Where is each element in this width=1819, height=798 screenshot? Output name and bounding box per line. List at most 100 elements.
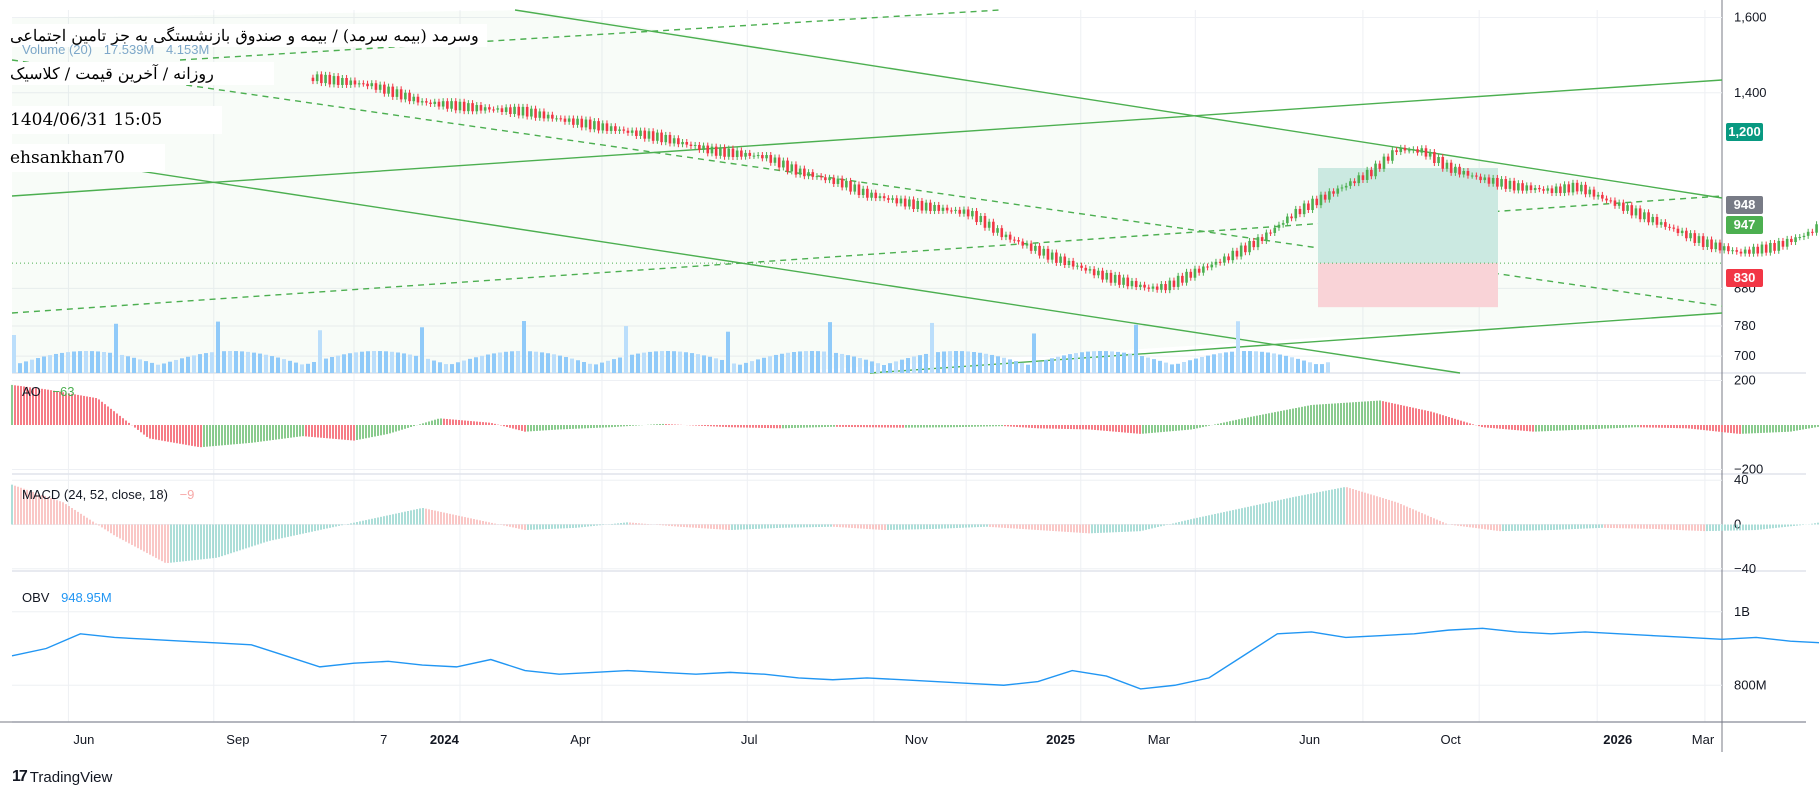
volume-bar-130 bbox=[792, 351, 796, 373]
candle-body bbox=[534, 108, 537, 118]
candle-body bbox=[1622, 202, 1625, 211]
candle-body bbox=[1752, 246, 1755, 254]
candle-body bbox=[530, 108, 533, 117]
volume-bar-200 bbox=[1212, 354, 1216, 373]
candle-body bbox=[647, 131, 651, 139]
volume-legend[interactable]: Volume (20) 17.539M 4.153M bbox=[22, 42, 209, 57]
candle-body bbox=[836, 178, 840, 184]
volume-bar-143 bbox=[870, 361, 874, 373]
obv-legend[interactable]: OBV 948.95M bbox=[22, 590, 112, 605]
x-tick-Nov-6: Nov bbox=[905, 732, 929, 747]
candle-body bbox=[584, 119, 588, 128]
candle-body bbox=[446, 101, 449, 109]
volume-bar-80 bbox=[492, 353, 496, 373]
candle-body bbox=[1672, 227, 1676, 229]
volume-bar-181 bbox=[1098, 351, 1102, 373]
tradingview-logo[interactable]: 17 TradingView bbox=[12, 768, 112, 786]
candle-body bbox=[1416, 149, 1419, 153]
candle-body bbox=[509, 107, 512, 114]
candle-body bbox=[1731, 250, 1734, 252]
candle-body bbox=[924, 202, 928, 211]
candle-body bbox=[1231, 250, 1235, 261]
candle-body bbox=[1374, 163, 1377, 177]
volume-bar-207 bbox=[1254, 351, 1258, 373]
chart-author: ehsankhan70 bbox=[6, 144, 165, 172]
candle-body bbox=[1202, 266, 1205, 273]
candle-body bbox=[790, 164, 794, 172]
candle-body bbox=[740, 150, 743, 157]
candle-body bbox=[1189, 271, 1193, 278]
tradingview-logo-text: TradingView bbox=[29, 768, 113, 786]
volume-bar-37 bbox=[234, 351, 238, 373]
candle-body bbox=[1092, 269, 1096, 276]
candle-body bbox=[1588, 189, 1592, 195]
candle-body bbox=[1420, 148, 1424, 153]
volume-bar-157 bbox=[954, 351, 958, 373]
candle-body bbox=[1210, 264, 1214, 268]
candle-body bbox=[1601, 194, 1604, 199]
candle-body bbox=[1197, 268, 1201, 273]
candle-body bbox=[1718, 242, 1722, 251]
candle-body bbox=[887, 198, 890, 200]
volume-bar-10 bbox=[72, 351, 76, 373]
volume-bar-11 bbox=[78, 351, 82, 373]
candle-body bbox=[420, 101, 424, 103]
volume-bar-147 bbox=[894, 361, 898, 373]
ao-legend[interactable]: AO −63 bbox=[22, 384, 74, 399]
candle-body bbox=[1063, 256, 1067, 265]
volume-bar-109 bbox=[666, 351, 670, 373]
candle-body bbox=[1113, 274, 1117, 283]
candle-body bbox=[962, 209, 966, 214]
candle-body bbox=[462, 101, 466, 112]
volume-value-1: 17.539M bbox=[103, 42, 155, 57]
candle-body bbox=[1559, 186, 1562, 194]
candle-body bbox=[685, 142, 689, 145]
candle-body bbox=[824, 177, 827, 181]
candle-body bbox=[1164, 284, 1167, 291]
candle-body bbox=[1143, 284, 1146, 288]
candle-body bbox=[857, 184, 861, 196]
candle-body bbox=[672, 138, 676, 144]
volume-bar-47 bbox=[294, 362, 298, 373]
candle-body bbox=[404, 92, 407, 100]
candle-body bbox=[794, 164, 798, 175]
candle-body bbox=[765, 155, 768, 159]
volume-bar-38 bbox=[240, 351, 244, 373]
volume-bar-163 bbox=[990, 354, 994, 373]
candle-body bbox=[954, 209, 957, 211]
macd-legend[interactable]: MACD (24, 52, close, 18) −9 bbox=[22, 487, 194, 502]
candle-body bbox=[1462, 171, 1466, 175]
candle-body bbox=[1000, 228, 1004, 238]
candle-body bbox=[1542, 189, 1545, 191]
chart-date: 1404/06/31 15:05 bbox=[6, 106, 223, 134]
chart-subtitle: روزانه / آخرین قیمت / کلاسیک bbox=[6, 62, 274, 85]
candle-body bbox=[1256, 237, 1260, 248]
volume-bar-205 bbox=[1242, 351, 1246, 373]
candle-body bbox=[458, 101, 462, 111]
candle-body bbox=[1668, 226, 1671, 228]
candle-body bbox=[1067, 260, 1071, 265]
candle-body bbox=[1109, 272, 1113, 283]
candle-body bbox=[1013, 239, 1016, 241]
volume-bar-213 bbox=[1290, 357, 1294, 373]
volume-bar-139 bbox=[846, 355, 850, 373]
candle-body bbox=[1273, 227, 1277, 233]
volume-bar-129 bbox=[786, 352, 790, 373]
candle-body bbox=[689, 144, 693, 146]
candle-body bbox=[1554, 186, 1558, 194]
candle-body bbox=[1407, 150, 1411, 152]
candle-body bbox=[593, 121, 596, 130]
volume-bar-193 bbox=[1170, 364, 1174, 373]
candle-body bbox=[727, 148, 731, 157]
volume-bar-148 bbox=[900, 359, 904, 373]
volume-bar-34 bbox=[216, 321, 220, 373]
volume-bar-198 bbox=[1200, 357, 1204, 373]
volume-bar-71 bbox=[438, 362, 442, 373]
volume-bar-176 bbox=[1068, 354, 1072, 373]
volume-bar-61 bbox=[378, 351, 382, 373]
candle-body bbox=[1475, 175, 1478, 177]
volume-bar-82 bbox=[504, 351, 508, 373]
candle-body bbox=[1185, 271, 1188, 283]
candle-body bbox=[1260, 237, 1264, 242]
